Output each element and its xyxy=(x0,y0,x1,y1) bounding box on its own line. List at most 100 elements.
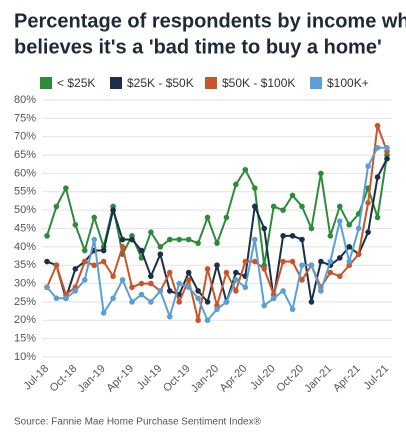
point xyxy=(63,295,69,302)
point xyxy=(233,269,239,276)
point xyxy=(233,277,239,283)
legend-label: $100K+ xyxy=(327,76,369,90)
point xyxy=(327,233,334,239)
point xyxy=(195,295,201,302)
point xyxy=(44,284,50,291)
y-tick-label: 65% xyxy=(14,149,36,161)
y-tick-label: 30% xyxy=(14,277,36,289)
point xyxy=(374,174,381,180)
point xyxy=(148,229,154,235)
point xyxy=(166,288,173,294)
point xyxy=(280,288,286,294)
point xyxy=(129,299,135,305)
point xyxy=(327,258,334,265)
point xyxy=(242,258,249,265)
point xyxy=(91,214,98,221)
point xyxy=(72,222,79,228)
point xyxy=(100,310,107,316)
y-tick-label: 75% xyxy=(14,112,36,124)
point xyxy=(346,258,353,265)
point xyxy=(204,317,211,324)
y-tick-label: 20% xyxy=(14,314,36,326)
y-tick-label: 60% xyxy=(14,167,36,179)
point xyxy=(289,233,296,239)
y-tick-label: 25% xyxy=(14,296,36,308)
point xyxy=(53,295,60,302)
point xyxy=(214,262,220,269)
point xyxy=(91,236,98,243)
point xyxy=(280,207,286,213)
point xyxy=(185,269,192,276)
point xyxy=(166,236,173,243)
point xyxy=(138,280,145,287)
legend-swatch xyxy=(110,77,122,89)
point xyxy=(148,299,154,305)
point xyxy=(233,288,239,294)
point xyxy=(81,277,88,283)
chart-title: believes it's a 'bad time to buy a home' xyxy=(14,36,382,58)
point xyxy=(384,155,390,162)
point xyxy=(374,214,381,221)
point xyxy=(185,277,192,283)
point xyxy=(204,299,211,305)
point xyxy=(223,299,230,305)
point xyxy=(214,240,220,246)
point xyxy=(214,306,220,313)
y-tick-label: 35% xyxy=(14,259,36,271)
point xyxy=(280,258,286,265)
point xyxy=(318,258,324,265)
point xyxy=(242,284,249,291)
point xyxy=(318,170,324,177)
point xyxy=(270,295,277,302)
point xyxy=(270,203,277,210)
point xyxy=(81,247,88,254)
x-tick-label: Jan-19 xyxy=(76,363,108,395)
legend-label: < $25K xyxy=(57,76,95,90)
point xyxy=(289,192,296,199)
point xyxy=(157,288,164,294)
x-tick-label: Jul-18 xyxy=(21,363,51,393)
y-tick-label: 55% xyxy=(14,186,36,198)
point xyxy=(195,288,201,294)
point xyxy=(346,222,353,228)
x-tick-label: Jul-19 xyxy=(135,363,165,393)
y-tick-label: 10% xyxy=(14,351,36,363)
point xyxy=(299,203,305,210)
x-tick-label: Jan-20 xyxy=(189,363,221,395)
x-tick-label: Oct-19 xyxy=(161,363,193,395)
point xyxy=(365,200,371,206)
y-tick-label: 15% xyxy=(14,333,36,345)
point xyxy=(119,236,126,243)
point xyxy=(261,225,268,232)
point xyxy=(148,280,154,287)
x-tick-label: Oct-18 xyxy=(48,363,80,395)
point xyxy=(251,185,258,191)
point xyxy=(289,306,296,313)
point xyxy=(261,302,268,309)
legend-swatch xyxy=(205,77,217,89)
point xyxy=(204,266,211,272)
point xyxy=(91,262,98,269)
point xyxy=(289,258,296,265)
point xyxy=(251,236,258,243)
legend-label: $50K - $100K xyxy=(222,76,295,90)
point xyxy=(53,262,60,269)
point xyxy=(346,244,353,250)
point xyxy=(129,284,135,291)
point xyxy=(336,218,343,224)
point xyxy=(204,214,211,221)
point xyxy=(242,166,249,173)
legend-label: $25K - $50K xyxy=(127,76,194,90)
point xyxy=(374,144,381,151)
point xyxy=(176,280,183,287)
point xyxy=(138,247,145,254)
chart-title: Percentage of respondents by income who xyxy=(14,10,406,32)
point xyxy=(110,295,116,302)
point xyxy=(119,277,126,283)
point xyxy=(261,266,268,272)
y-tick-label: 50% xyxy=(14,204,36,216)
point xyxy=(129,236,135,243)
point xyxy=(355,251,362,257)
point xyxy=(166,313,173,320)
